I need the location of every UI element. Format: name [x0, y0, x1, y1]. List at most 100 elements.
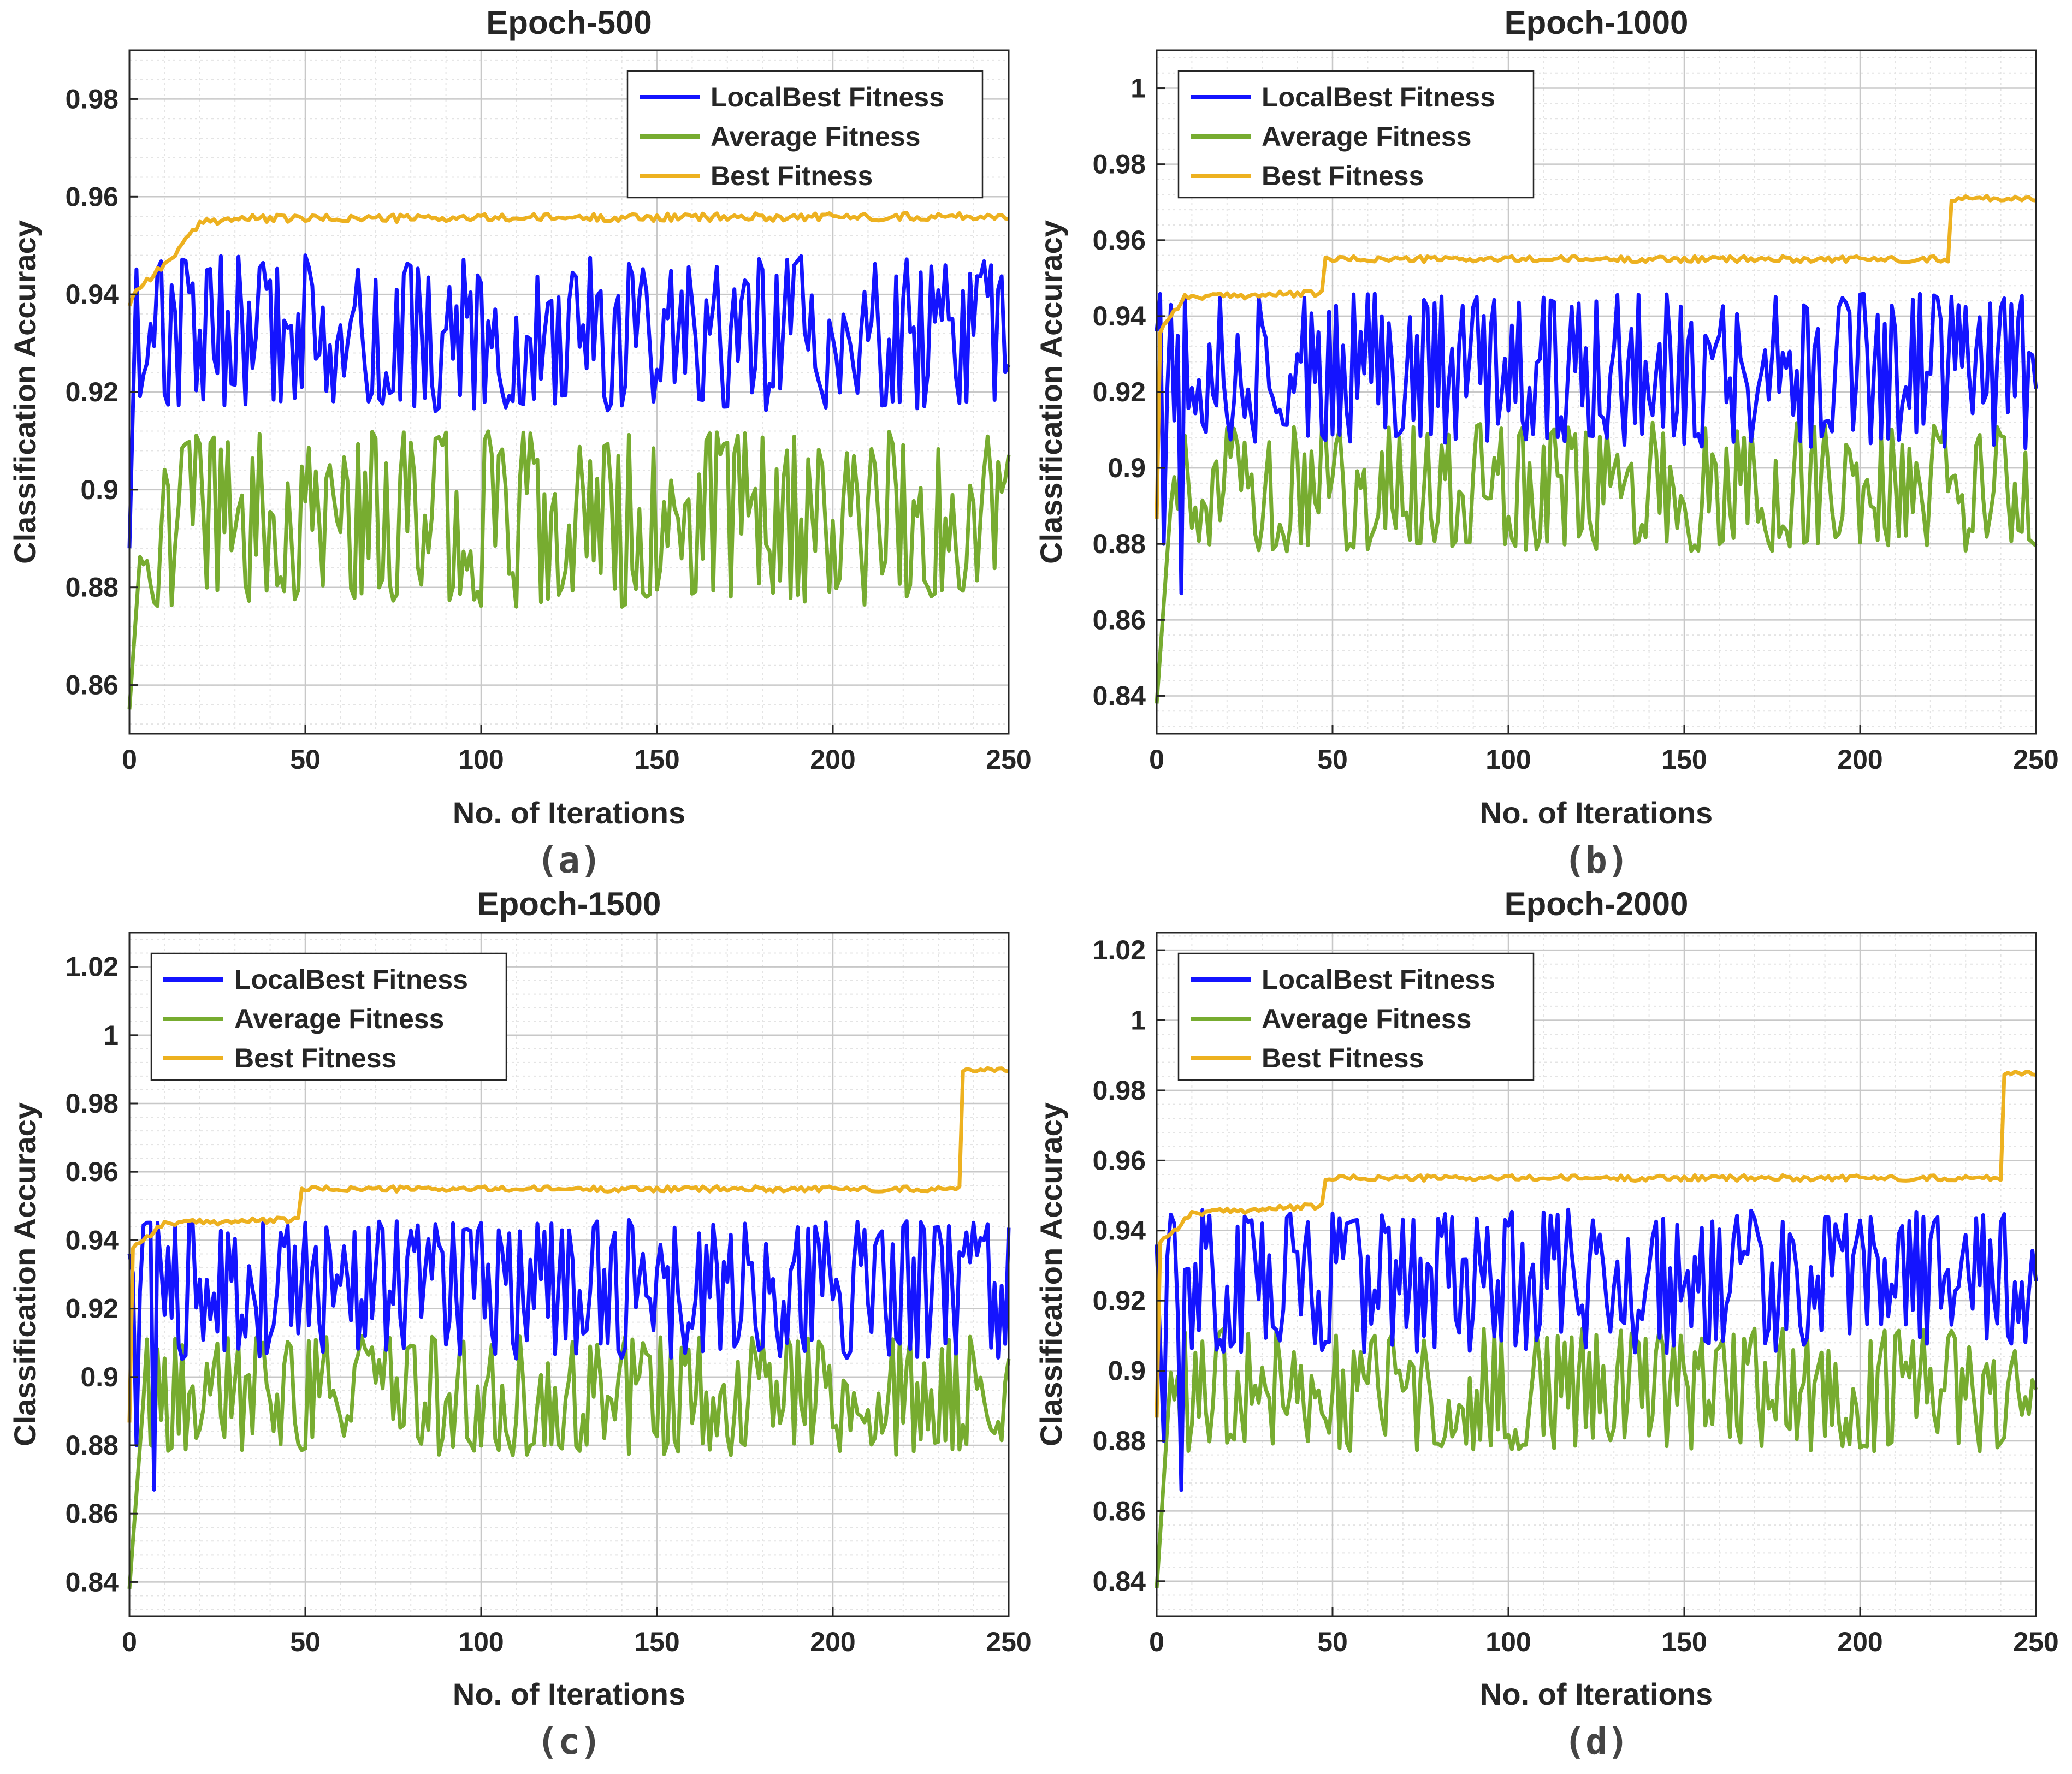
x-tick-label: 0	[1149, 1627, 1164, 1657]
legend-label: Best Fitness	[234, 1043, 396, 1073]
y-tick-label: 0.86	[1093, 604, 1146, 635]
subplot-c: 0 50 100 150 200 250 0.84 0.86 0.88 0.9 0.92 0.94 0.…	[8, 886, 1032, 1763]
x-tick-label: 200	[810, 744, 855, 775]
legend-label: Average Fitness	[1262, 1004, 1471, 1034]
y-tick-label: 0.9	[1108, 453, 1146, 483]
y-tick-label: 0.98	[66, 1088, 119, 1119]
x-tick-label: 100	[1485, 744, 1531, 775]
chart-title: Epoch-1500	[477, 886, 661, 922]
legend-label: LocalBest Fitness	[1262, 82, 1495, 112]
x-tick-label: 150	[1661, 744, 1707, 775]
x-tick-label: 250	[2013, 744, 2058, 775]
legend: LocalBest Fitness Average Fitness Best Fit…	[150, 952, 507, 1081]
x-tick-label: 200	[1837, 744, 1882, 775]
legend-label: LocalBest Fitness	[1262, 964, 1495, 995]
y-tick-label: 0.86	[1093, 1496, 1146, 1526]
y-tick-label: 1	[1130, 1005, 1146, 1036]
legend-label: Best Fitness	[711, 161, 873, 191]
x-axis-label: No. of Iterations	[453, 796, 685, 830]
x-tick-label: 150	[1661, 1627, 1707, 1657]
y-tick-label: 1.02	[66, 952, 119, 982]
series-line-average-fitness	[1155, 420, 2038, 704]
legend-label: Average Fitness	[711, 121, 920, 152]
x-axis-label: No. of Iterations	[1480, 1677, 1713, 1711]
x-tick-label: 250	[2013, 1627, 2058, 1657]
x-tick-label: 0	[122, 1627, 137, 1657]
y-tick-label: 0.98	[1093, 1075, 1146, 1106]
subplot-d: 0 50 100 150 200 250 0.84 0.86 0.88 0.9 0.92 0.94 0.…	[1034, 886, 2059, 1763]
x-tick-label: 200	[1837, 1627, 1882, 1657]
legend-label: LocalBest Fitness	[711, 82, 944, 112]
x-tick-label: 150	[634, 744, 679, 775]
x-tick-label: 250	[986, 744, 1031, 775]
axes-box	[128, 932, 1010, 1617]
subfigure-label: (c)	[536, 1720, 601, 1763]
legend-label: Best Fitness	[1262, 1043, 1424, 1073]
y-tick-label: 0.9	[1108, 1356, 1146, 1386]
y-tick-label: 0.88	[1093, 529, 1146, 559]
x-tick-label: 50	[1317, 744, 1348, 775]
chart-title: Epoch-1000	[1505, 4, 1689, 41]
subplot-b: 0 50 100 150 200 250 0.84 0.86 0.88 0.9 0.92 0.94 0.…	[1034, 4, 2059, 881]
y-tick-label: 1	[1130, 73, 1146, 104]
y-axis-label: Classification Accuracy	[1034, 1102, 1068, 1446]
y-tick-label: 1.02	[1093, 935, 1146, 965]
y-tick-label: 0.84	[1093, 1566, 1146, 1597]
subfigure-label: (a)	[536, 839, 601, 881]
y-tick-label: 0.84	[66, 1567, 119, 1597]
legend: LocalBest Fitness Average Fitness Best Fit…	[1177, 952, 1535, 1081]
legend: LocalBest Fitness Average Fitness Best Fit…	[626, 70, 984, 199]
y-tick-label: 0.96	[66, 181, 119, 212]
series-line-best-fitness	[1155, 194, 2037, 519]
y-tick-label: 0.86	[66, 670, 119, 701]
legend-label: LocalBest Fitness	[234, 964, 468, 995]
y-tick-label: 0.98	[66, 84, 119, 114]
chart-title: Epoch-500	[486, 4, 652, 41]
x-tick-label: 50	[1317, 1627, 1348, 1657]
y-tick-label: 0.94	[66, 279, 119, 310]
y-tick-label: 0.88	[1093, 1426, 1146, 1456]
y-tick-label: 0.96	[1093, 1145, 1146, 1176]
y-axis-label: Classification Accuracy	[1034, 220, 1068, 564]
series-line-best-fitness	[1155, 1070, 2037, 1418]
y-tick-label: 0.86	[66, 1498, 119, 1529]
y-tick-label: 0.88	[66, 572, 119, 603]
chart-title: Epoch-2000	[1505, 886, 1689, 922]
x-tick-label: 0	[1149, 744, 1164, 775]
y-tick-label: 0.92	[66, 1294, 119, 1324]
x-tick-label: 200	[810, 1627, 855, 1657]
y-tick-label: 0.84	[1093, 680, 1146, 711]
y-tick-label: 0.9	[80, 1362, 119, 1392]
y-tick-label: 0.92	[1093, 1285, 1146, 1316]
y-tick-label: 0.98	[1093, 149, 1146, 180]
y-tick-label: 0.88	[66, 1430, 119, 1461]
subfigure-label: (d)	[1564, 1720, 1629, 1763]
y-tick-label: 0.92	[1093, 377, 1146, 407]
y-tick-label: 0.94	[1093, 1215, 1146, 1246]
legend-label: Best Fitness	[1262, 161, 1424, 191]
series-line-localbest-fitness	[127, 253, 1011, 549]
x-tick-label: 100	[458, 744, 504, 775]
axes-box	[1156, 932, 2037, 1617]
series-line-average-fitness	[127, 429, 1011, 710]
x-tick-label: 100	[1485, 1627, 1531, 1657]
subfigure-label: (b)	[1564, 839, 1629, 881]
y-tick-label: 1	[103, 1020, 119, 1051]
series-line-average-fitness	[127, 1334, 1011, 1589]
x-tick-label: 50	[290, 744, 321, 775]
x-axis-label: No. of Iterations	[1480, 796, 1713, 830]
y-tick-label: 0.94	[66, 1225, 119, 1255]
y-tick-label: 0.96	[66, 1156, 119, 1187]
x-axis-label: No. of Iterations	[453, 1677, 685, 1711]
x-tick-label: 50	[290, 1627, 321, 1657]
series-line-localbest-fitness	[127, 1218, 1011, 1492]
y-axis-label: Classification Accuracy	[8, 1102, 42, 1446]
series-line-best-fitness	[127, 1066, 1009, 1423]
y-tick-label: 0.94	[1093, 301, 1146, 331]
y-axis-label: Classification Accuracy	[8, 220, 42, 564]
series-line-average-fitness	[1155, 1327, 2038, 1588]
x-tick-label: 150	[634, 1627, 679, 1657]
series-line-localbest-fitness	[1155, 1207, 2038, 1492]
x-tick-label: 0	[122, 744, 137, 775]
